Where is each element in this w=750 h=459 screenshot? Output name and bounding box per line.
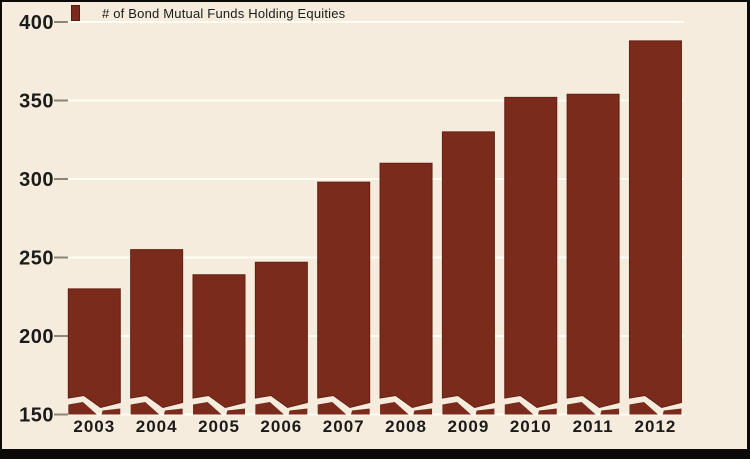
bar (504, 96, 558, 409)
bar-axis-break-sliver (68, 402, 121, 415)
bar (67, 288, 121, 409)
bar (130, 249, 184, 409)
bar-axis-break-sliver (317, 402, 370, 415)
bar (628, 40, 682, 409)
bar-axis-break-sliver (629, 402, 682, 415)
bar (379, 162, 433, 409)
bar-axis-break-sliver (380, 402, 433, 415)
legend-label: # of Bond Mutual Funds Holding Equities (102, 5, 346, 21)
x-tick-label: 2008 (385, 417, 427, 436)
y-tick-label: 150 (19, 405, 54, 427)
bar-axis-break-sliver (504, 402, 557, 415)
bar-axis-break-sliver (255, 402, 308, 415)
bar (441, 131, 495, 409)
x-tick-label: 2007 (323, 417, 365, 436)
x-tick-label: 2004 (136, 417, 178, 436)
x-tick-label: 2011 (573, 417, 614, 436)
x-tick-label: 2010 (510, 417, 552, 436)
bar-axis-break-sliver (442, 402, 495, 415)
y-tick-label: 250 (19, 248, 54, 270)
bar-axis-break-sliver (193, 402, 245, 415)
legend-marker-icon (71, 5, 80, 21)
x-tick-label: 2009 (447, 417, 489, 436)
bar-axis-break-sliver (567, 402, 620, 415)
y-tick-label: 400 (19, 12, 54, 34)
x-tick-label: 2003 (73, 417, 115, 436)
x-tick-label: 2006 (260, 417, 302, 436)
x-tick-label: 2012 (635, 417, 677, 436)
legend: # of Bond Mutual Funds Holding Equities (71, 5, 345, 21)
y-tick-label: 200 (19, 326, 54, 348)
bar-axis-break-sliver (130, 402, 183, 415)
y-tick-label: 300 (19, 169, 54, 191)
bar-chart: 150 200 250 300 350 400 2003 2004 2005 2006 2007 20… (19, 12, 684, 436)
x-tick-label: 2005 (198, 417, 240, 436)
bar (566, 93, 620, 409)
y-tick-label: 350 (19, 91, 54, 113)
bar (254, 261, 308, 409)
bar (317, 181, 371, 409)
bar (192, 274, 246, 409)
